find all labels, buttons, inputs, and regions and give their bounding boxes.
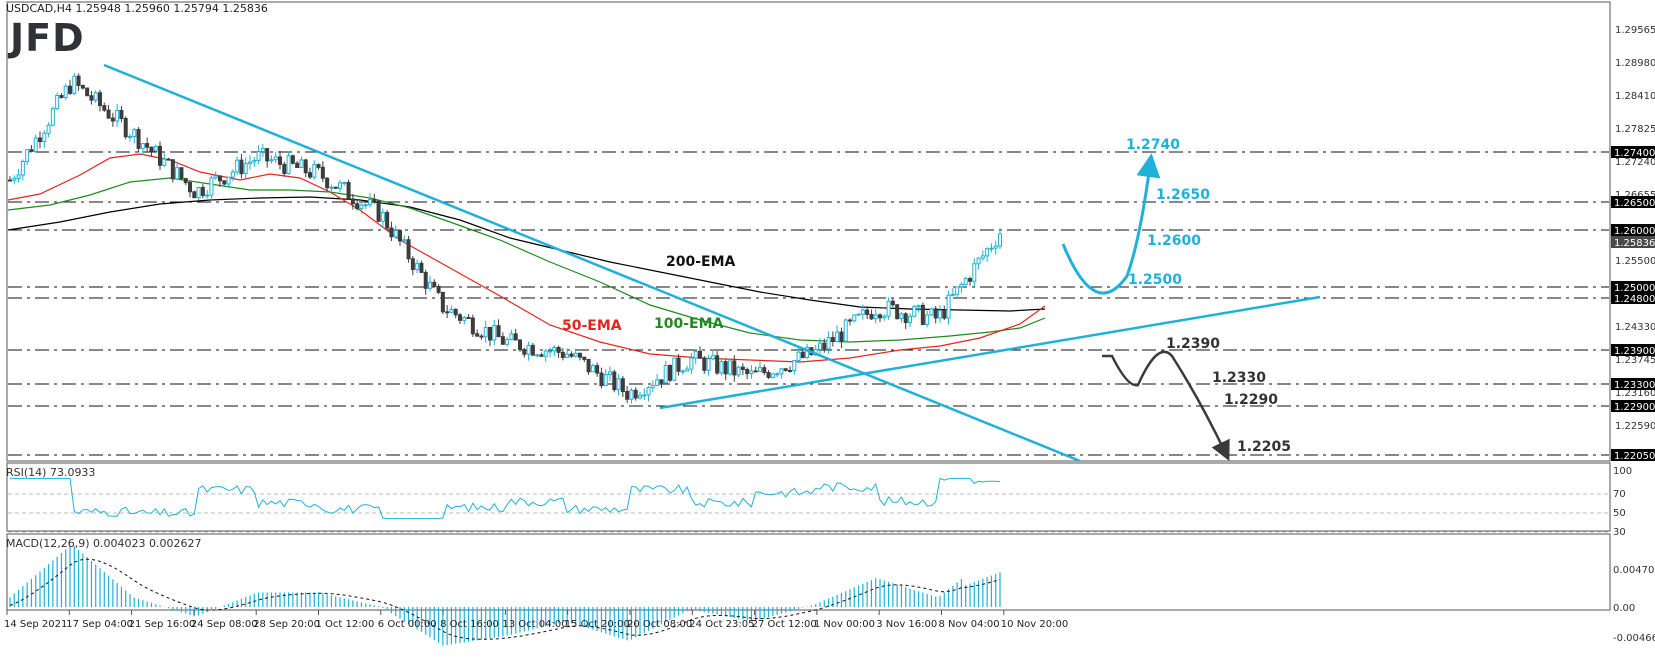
macd-label: MACD(12,26,9) 0.004023 0.002627	[6, 537, 202, 550]
price-axis: 1.29565 1.28980 1.28410 1.27825 1.27240 …	[1615, 25, 1655, 432]
rsi-tick: 70	[1613, 489, 1626, 500]
time-tick: 15 Oct 20:00	[565, 619, 630, 630]
rsi-pane	[6, 462, 1611, 533]
chart-title: USDCAD,H4 1.25948 1.25960 1.25794 1.2583…	[6, 2, 268, 15]
time-tick: 13 Oct 04:00	[502, 619, 567, 630]
price-tick: 1.29565	[1615, 25, 1655, 36]
time-tick: 1 Nov 00:00	[814, 619, 875, 630]
label-target-1-2500: 1.2500	[1128, 272, 1182, 288]
time-tick: 24 Sep 08:00	[191, 619, 258, 630]
time-tick: 24 Oct 23:05	[689, 619, 754, 630]
price-tick: 1.23745	[1615, 355, 1655, 366]
time-tick: 27 Oct 12:00	[752, 619, 817, 630]
label-ema100: 100-EMA	[654, 316, 724, 332]
macd-tick: 0.00	[1613, 603, 1635, 614]
macd-tick: -0.004663	[1613, 633, 1655, 644]
time-tick: 6 Oct 00:00	[378, 619, 437, 630]
time-tick: 20 Oct 08:00	[627, 619, 692, 630]
level-label: 1.23900	[1614, 346, 1655, 357]
downtrend-line	[103, 63, 1081, 463]
level-label: 1.22050	[1614, 451, 1655, 462]
price-tick: 1.28410	[1615, 91, 1655, 102]
rsi-tick: 100	[1613, 466, 1632, 477]
label-target-1-2205: 1.2205	[1237, 439, 1291, 455]
label-target-1-2740: 1.2740	[1126, 137, 1180, 153]
label-target-1-2290: 1.2290	[1224, 392, 1278, 408]
macd-pane	[6, 533, 1611, 611]
price-tick: 1.22590	[1615, 421, 1655, 432]
level-label: 1.26500	[1614, 198, 1655, 209]
level-label: 1.22900	[1614, 402, 1655, 413]
time-tick: 3 Nov 16:00	[876, 619, 937, 630]
time-tick: 14 Sep 2021	[4, 619, 67, 630]
time-tick: 28 Sep 20:00	[253, 619, 320, 630]
time-tick: 8 Oct 16:00	[440, 619, 499, 630]
annotation-labels: 200-EMA 100-EMA 50-EMA 1.2740 1.2650 1.2…	[562, 137, 1291, 455]
label-target-1-2330: 1.2330	[1212, 370, 1266, 386]
macd-histogram	[9, 545, 1001, 646]
label-target-1-2600: 1.2600	[1147, 233, 1201, 249]
label-ema50: 50-EMA	[562, 318, 622, 334]
ema-50-line	[7, 153, 1046, 363]
candle-series	[8, 72, 1002, 404]
level-label: 1.23300	[1614, 380, 1655, 391]
macd-axis: 0.004709 0.00 -0.004663	[1613, 565, 1655, 644]
main-pane	[6, 1, 1611, 462]
level-label: 1.24800	[1614, 294, 1655, 305]
horizontal-levels	[8, 151, 1609, 456]
label-target-1-2390: 1.2390	[1166, 336, 1220, 352]
price-tick: 1.27825	[1615, 124, 1655, 135]
macd-tick: 0.004709	[1613, 565, 1655, 576]
price-tick: 1.27240	[1615, 157, 1655, 168]
label-ema200: 200-EMA	[666, 254, 736, 270]
ema-100-line	[7, 177, 1046, 343]
level-label: 1.27400	[1614, 148, 1655, 159]
rsi-label: RSI(14) 73.0933	[6, 466, 96, 479]
rsi-tick: 30	[1613, 527, 1626, 538]
price-tick: 1.26655	[1615, 190, 1655, 201]
rsi-axis: 100 70 50 30	[1613, 466, 1632, 538]
level-price-labels: 1.27400 1.26500 1.26000 1.25836 1.25000 …	[1611, 146, 1655, 462]
time-tick: 21 Sep 16:00	[129, 619, 196, 630]
uptrend-line	[659, 295, 1321, 410]
jfd-logo: JFD	[10, 16, 85, 60]
time-tick: 10 Nov 20:00	[1001, 619, 1068, 630]
time-tick: 17 Sep 04:00	[66, 619, 133, 630]
ema-200-line	[7, 196, 1046, 312]
level-label: 1.26000	[1614, 226, 1655, 237]
bearish-scenario-arrow	[1102, 350, 1230, 462]
time-tick: 1 Oct 12:00	[316, 619, 375, 630]
bullish-scenario-arrow	[1061, 153, 1161, 295]
label-target-1-2650: 1.2650	[1156, 187, 1210, 203]
price-tick: 1.28980	[1615, 58, 1655, 69]
level-label: 1.25000	[1614, 283, 1655, 294]
rsi-line	[10, 477, 1001, 520]
current-price-label: 1.25836	[1614, 238, 1655, 249]
price-tick: 1.24330	[1615, 322, 1655, 333]
time-tick: 8 Nov 04:00	[939, 619, 1000, 630]
rsi-tick: 50	[1613, 508, 1626, 519]
price-tick: 1.23160	[1615, 388, 1655, 399]
price-tick: 1.25500	[1615, 256, 1655, 267]
